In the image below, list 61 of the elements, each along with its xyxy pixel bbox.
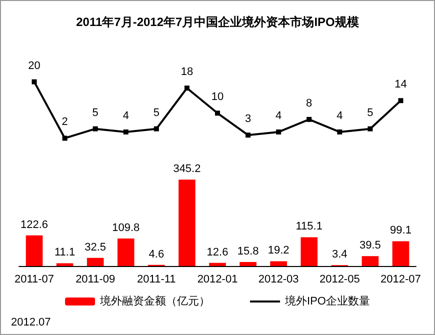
point [32,79,37,84]
bar [86,258,104,266]
bar [56,263,74,266]
data-label: 122.6 [20,218,48,231]
data-label: 3 [244,113,252,126]
data-label: 4.6 [148,248,164,260]
data-label: 4 [122,110,129,122]
text: 境外IPO企业数量 [285,296,370,308]
data-label: 3.4 [332,248,348,261]
data-label: 11.1 [54,246,76,259]
point [92,126,98,132]
point [215,110,220,116]
data-label: 20 [28,60,40,72]
point [62,136,68,141]
data-label: 345.2 [173,163,201,176]
x-tick-label: 2011-11 [137,274,176,286]
data-label: 15.8 [237,246,259,258]
data-label: 115.1 [296,220,322,233]
point [306,116,312,122]
data-label: 10 [211,91,224,104]
bar [26,235,43,266]
data-label: 4 [336,110,343,122]
legend-label: 境外融资金额（亿元） [99,294,210,308]
point [123,129,128,134]
point [276,129,282,134]
point [246,132,251,138]
bar [240,262,256,266]
data-label: 19.2 [268,244,290,257]
data-label: 14 [394,78,407,91]
point [368,126,373,132]
bar [178,180,196,266]
x-tick-label: 2012-07 [380,274,421,286]
data-label: 12.6 [206,246,228,258]
data-label: 18 [180,66,194,78]
bar [362,256,379,266]
x-tick-label: 2012-01 [197,274,238,286]
bar [300,237,318,266]
x-tick-label: 2012-03 [258,274,299,286]
point [154,126,159,132]
chart-title: 2011年7月-2012年7月中国企业境外资本市场IPO规模 [76,15,359,29]
point [184,86,190,91]
bar [117,238,134,266]
data-label: 5 [367,106,374,119]
bar [392,241,410,266]
point [398,98,404,104]
x-tick-label: 2011-09 [76,274,116,286]
data-label: 8 [306,97,312,110]
data-label: 5 [92,106,98,119]
x-tick-label: 2011-07 [14,274,54,286]
data-label: 39.5 [359,240,381,252]
data-label: 109.8 [112,222,140,234]
data-label: 2 [62,116,68,128]
data-label: 32.5 [84,241,106,254]
bar [270,261,287,266]
x-tick-label: 2012-05 [319,274,360,286]
data-label: 5 [153,106,160,119]
point [337,129,342,134]
bar [209,262,226,266]
text: 2012.07 [11,316,51,328]
data-label: 4 [276,110,282,122]
data-label: 99.1 [390,224,412,237]
